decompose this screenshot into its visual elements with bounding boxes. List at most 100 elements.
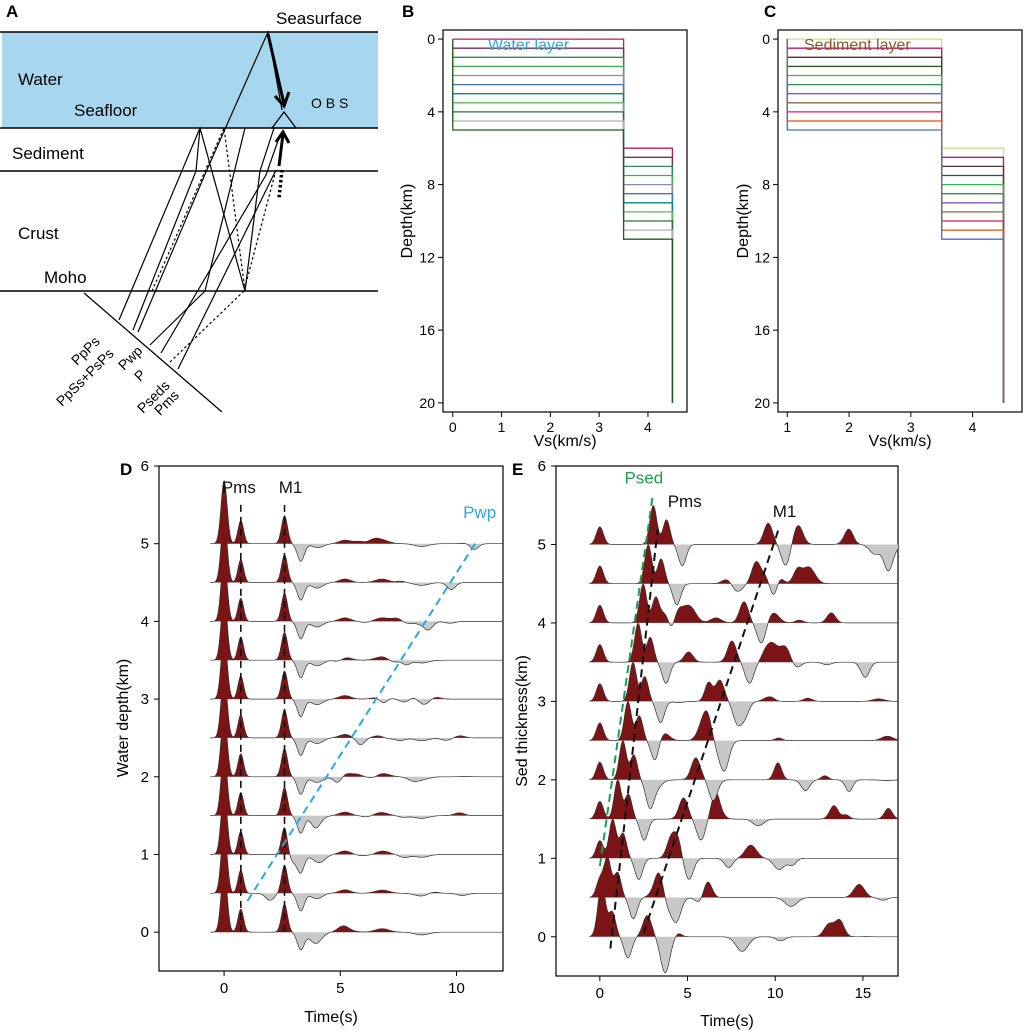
trace-positive-fill-D-10 [210,480,503,544]
xtick-label-D-0: 0 [220,980,228,997]
trace-line-D-2 [210,790,503,874]
trace-line-E-4 [589,740,899,810]
panel-d-ylabel: Water depth(km) [115,659,132,778]
wavefront-line [83,292,223,413]
trace-negative-fill-E-0 [589,936,898,973]
trace-line-D-5 [210,674,503,756]
annotation-line-pms [609,528,659,949]
ytick-label-D-4: 4 [141,613,149,630]
trace-positive-fill-E-8 [589,584,898,623]
ray-paths [118,29,283,370]
ytick-label-E-3: 3 [538,693,546,710]
trace-positive-fill-D-7 [210,597,503,661]
ray-ppss-psps [132,127,201,331]
panel-b-ylabel: Depth(km) [399,184,416,259]
panel-b-frame [442,29,688,413]
ray-ppps [118,126,275,321]
ray-pseds-dotted [169,169,277,363]
trace-positive-fill-D-3 [210,752,503,816]
panel-d: D 0 5 10 0 1 2 3 4 5 6 Pms M1 Pwp Time(s) Water dept… [115,458,504,1026]
panel-c-title: Sediment layer [804,37,911,54]
annotation-label-pms: Pms [668,492,702,511]
trace-negative-fill-E-1 [589,897,898,923]
ytick-label-D-2: 2 [141,769,149,786]
ytick-label-C-4: 4 [762,104,770,120]
trace-line-E-2 [589,818,898,880]
panel-d-plot: 0 5 10 0 1 2 3 4 5 6 Pms M1 Pwp [141,458,503,997]
panel-a: A Seasurface Water Seafloor O B S Sedime… [0,2,378,418]
trace-line-E-0 [589,882,898,974]
obs-instrument-icon [270,110,298,129]
trace-negative-fill-E-3 [589,819,898,841]
phase-label-p: P [131,366,149,384]
trace-line-D-0 [210,868,503,951]
xtick-label-B-3: 3 [595,419,603,435]
panel-b-xlabel: Vs(km/s) [533,433,596,450]
ytick-label-E-0: 0 [538,929,546,946]
ytick-label-B-16: 16 [419,322,435,338]
trace-line-E-9 [589,544,898,606]
trace-line-D-3 [210,751,503,834]
trace-line-E-5 [589,701,899,772]
crust-label: Crust [18,224,59,243]
phase-label-pwp: Pwp [115,342,146,373]
ytick-label-D-5: 5 [141,536,149,553]
xtick-label-D-5: 5 [336,980,344,997]
trace-line-D-1 [210,829,503,912]
seafloor-label: Seafloor [74,101,138,120]
trace-line-E-3 [589,779,899,841]
trace-positive-fill-E-10 [589,505,898,545]
trace-negative-fill-D-0 [210,932,503,950]
panel-b-title: Water layer [488,37,570,54]
trace-negative-fill-D-5 [210,737,503,756]
trace-negative-fill-D-9 [210,582,503,601]
xtick-label-B-4: 4 [644,419,652,435]
panel-label-b: B [402,2,414,21]
trace-positive-fill-D-0 [210,869,503,933]
panel-e: E 0 5 10 15 0 1 2 3 4 5 6 Psed Pms M1 Time(s) Sed thi… [512,458,899,1030]
ytick-label-B-8: 8 [427,177,435,193]
seasurface-label: Seasurface [276,9,362,28]
trace-negative-fill-E-2 [589,858,898,880]
ytick-label-D-6: 6 [141,458,149,475]
panel-c-frame [777,29,1023,413]
ytick-label-C-8: 8 [762,177,770,193]
profile-line-C-10 [786,39,1005,403]
ray-p-branch [149,127,246,346]
panel-e-xlabel: Time(s) [700,1013,754,1030]
p-arrow-head-icon [274,129,291,144]
trace-line-E-1 [589,856,898,923]
xtick-label-D-10: 10 [448,980,465,997]
pwp-arrow-shaft [266,33,286,105]
trace-positive-fill-E-4 [589,740,898,780]
annotation-line-m1 [642,528,780,934]
trace-line-D-4 [210,712,503,795]
trace-positive-fill-D-8 [210,558,503,622]
trace-positive-fill-D-2 [210,791,503,855]
trace-negative-fill-D-8 [210,621,503,639]
panel-d-xlabel: Time(s) [304,1009,358,1026]
trace-line-D-7 [210,596,503,679]
xtick-label-E-0: 0 [596,985,604,1002]
ytick-label-C-16: 16 [754,322,770,338]
ytick-label-B-20: 20 [419,395,435,411]
panel-c-xlabel: Vs(km/s) [868,433,931,450]
ytick-label-E-1: 1 [538,850,546,867]
trace-negative-fill-D-2 [210,854,503,874]
xtick-label-E-15: 15 [855,985,872,1002]
ytick-label-E-2: 2 [538,772,546,789]
trace-positive-fill-D-5 [210,675,503,738]
trace-negative-fill-E-7 [589,662,898,684]
trace-positive-fill-E-3 [589,780,898,820]
annotation-label-psed: Psed [624,468,663,487]
xtick-label-C-1: 1 [783,419,791,435]
annotation-label-pwp: Pwp [463,503,496,522]
ytick-label-C-20: 20 [754,395,770,411]
trace-positive-fill-E-9 [589,544,898,584]
trace-negative-fill-E-10 [589,544,898,571]
annotation-line-psed [598,497,654,867]
pseds-dotted-segment [277,169,284,199]
panel-label-e: E [512,460,523,479]
